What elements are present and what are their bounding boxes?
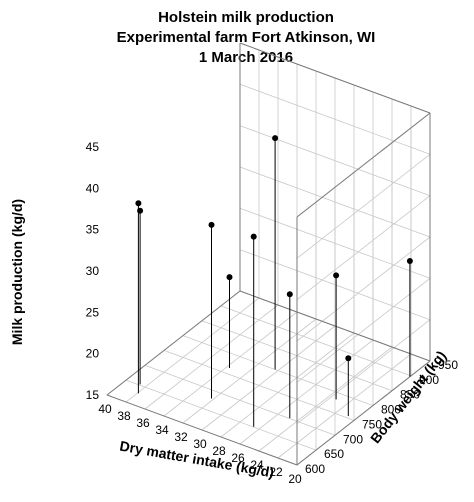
frame-edge xyxy=(106,290,241,396)
data-point xyxy=(135,200,142,207)
data-point xyxy=(286,291,293,298)
side-wall-gridline xyxy=(296,236,431,342)
frame-edge xyxy=(239,42,431,114)
side-wall-gridline xyxy=(296,153,431,259)
floor-gridline xyxy=(144,364,336,436)
frame-edge xyxy=(106,394,298,466)
axes-frame xyxy=(106,42,431,466)
floor-gridline xyxy=(182,335,374,406)
floor-gridline xyxy=(277,353,412,459)
z-tick-label: 45 xyxy=(86,140,100,154)
data-point xyxy=(250,233,257,240)
x-tick-label: 34 xyxy=(155,423,169,437)
floor-gridline xyxy=(163,311,298,417)
x-tick-label: 22 xyxy=(269,465,283,479)
z-tick-label: 20 xyxy=(86,347,100,361)
side-wall-gridline xyxy=(296,319,431,425)
y-tick-label: 900 xyxy=(419,373,439,387)
z-tick-label: 40 xyxy=(86,181,100,195)
y-axis-label: Body weight (kg) xyxy=(367,348,449,447)
floor-gridline xyxy=(182,318,317,424)
y-tick-label: 950 xyxy=(438,358,458,372)
side-wall-gridline xyxy=(296,277,431,383)
x-tick-label: 32 xyxy=(174,430,188,444)
data-point xyxy=(272,135,279,142)
frame-edge xyxy=(239,290,431,362)
data-point xyxy=(333,272,340,279)
data-point xyxy=(345,355,352,362)
chart-title-line-1: Holstein milk production xyxy=(158,9,334,26)
z-axis-label: Milk production (kg/d) xyxy=(9,199,25,345)
data-point xyxy=(137,207,144,214)
x-tick-label: 36 xyxy=(136,416,150,430)
data-point xyxy=(226,274,233,281)
back-wall-gridline xyxy=(239,125,431,197)
y-tick-label: 800 xyxy=(381,403,401,417)
x-tick-label: 30 xyxy=(193,437,207,451)
floor-gridline xyxy=(220,332,355,438)
side-wall-gridline xyxy=(296,195,431,301)
y-tick-label: 750 xyxy=(362,417,382,431)
z-tick-label: 35 xyxy=(86,223,100,237)
tick-labels: 40 38 36 34 32 30 28 26 24 22 20600650700750800850… xyxy=(86,140,459,486)
x-tick-label: 38 xyxy=(117,409,131,423)
chart-title-line-2: Experimental farm Fort Atkinson, WI xyxy=(117,29,376,46)
y-tick-label: 600 xyxy=(305,462,325,476)
floor-gridline xyxy=(163,350,355,421)
z-tick-label: 30 xyxy=(86,264,100,278)
floor-gridline xyxy=(239,339,374,445)
z-tick-label: 25 xyxy=(86,305,100,319)
chart-title-line-3: 1 March 2016 xyxy=(199,49,293,66)
data-point xyxy=(208,221,215,228)
floor-gridline xyxy=(258,346,393,452)
frame-edge xyxy=(296,360,431,466)
floor-gridline xyxy=(125,379,317,451)
y-tick-label: 650 xyxy=(324,447,344,461)
data-point xyxy=(406,258,413,264)
z-tick-label: 15 xyxy=(86,388,100,402)
x-tick-label: 20 xyxy=(288,472,302,486)
y-tick-label: 700 xyxy=(343,432,363,446)
frame-edge xyxy=(296,112,431,218)
data-points xyxy=(135,135,413,427)
x-tick-label: 28 xyxy=(212,444,226,458)
x-tick-label: 24 xyxy=(250,458,264,472)
x-tick-label: 40 xyxy=(98,402,112,416)
floor-gridline xyxy=(201,325,336,431)
floor-gridline xyxy=(125,297,260,403)
back-wall-gridline xyxy=(239,83,431,155)
x-tick-label: 26 xyxy=(231,451,245,465)
y-tick-label: 850 xyxy=(400,388,420,402)
